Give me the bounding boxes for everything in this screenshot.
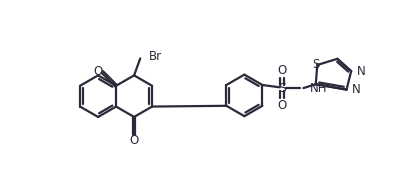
Text: NH: NH: [310, 82, 327, 95]
Text: N: N: [352, 83, 361, 96]
Text: O: O: [93, 65, 102, 78]
Text: S: S: [312, 58, 319, 71]
Text: O: O: [277, 99, 287, 112]
Text: O: O: [129, 134, 139, 147]
Text: Br: Br: [149, 50, 162, 63]
Text: O: O: [277, 64, 287, 77]
Text: N: N: [357, 65, 365, 78]
Text: S: S: [278, 82, 286, 95]
